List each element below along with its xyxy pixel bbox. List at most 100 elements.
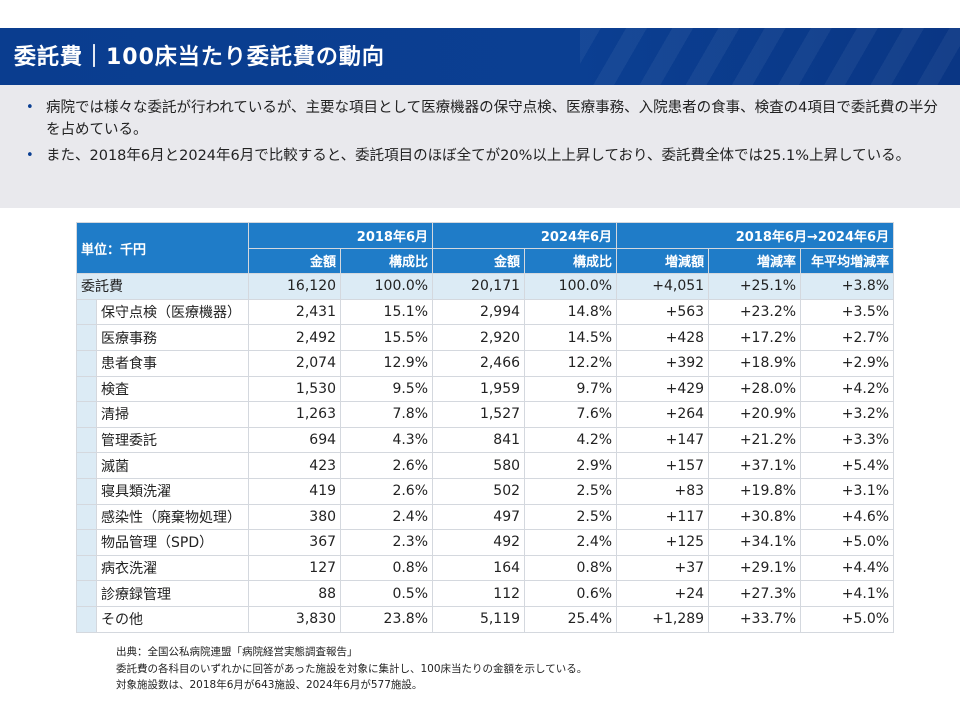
table-cell: +23.2% [708, 298, 802, 326]
table-cell: +3.2% [800, 401, 895, 428]
row-label: 病衣洗濯 [95, 554, 250, 582]
bullet-text: また、2018年6月と2024年6月で比較すると、委託項目のほぼ全てが20%以上… [46, 148, 911, 164]
row-indent [76, 529, 97, 556]
table-cell: +3.8% [800, 273, 895, 300]
row-indent [76, 349, 97, 377]
table-cell: +4,051 [616, 273, 710, 300]
row-label: 管理委託 [95, 426, 250, 454]
table-row: 寝具類洗濯 419 2.6% 502 2.5% +83 +19.8% +3.1% [76, 477, 895, 505]
table-cell: 2,074 [248, 349, 342, 377]
table-cell: +147 [616, 426, 710, 454]
table-cell: 502 [432, 477, 526, 505]
table-cell: 2,466 [432, 349, 526, 377]
bullet-icon: • [26, 100, 34, 115]
table-cell: 25.4% [524, 605, 618, 633]
table-cell: 2.4% [340, 503, 434, 531]
table-cell: 419 [248, 477, 342, 505]
column-header: 年平均増減率 [800, 247, 895, 275]
row-indent [76, 580, 97, 607]
group-header-2024: 2024年6月 [432, 222, 618, 249]
method-note: 委託費の各科目のいずれかに回答があった施設を対象に集計し、100床当たりの金額を… [116, 662, 588, 675]
table-row: 検査 1,530 9.5% 1,959 9.7% +429 +28.0% +4.2% [76, 375, 895, 403]
table-cell: 23.8% [340, 605, 434, 633]
table-row: 診療録管理 88 0.5% 112 0.6% +24 +27.3% +4.1% [76, 580, 895, 607]
table-cell: +2.7% [800, 324, 895, 351]
table-cell: 7.6% [524, 401, 618, 428]
table-cell: +3.3% [800, 426, 895, 454]
table-cell: 14.8% [524, 298, 618, 326]
table-cell: 2.9% [524, 452, 618, 479]
row-label: 検査 [95, 375, 250, 403]
table-cell: 12.9% [340, 349, 434, 377]
row-indent [76, 503, 97, 531]
table-cell: 0.8% [340, 554, 434, 582]
table-cell: 380 [248, 503, 342, 531]
table-cell: +33.7% [708, 605, 802, 633]
table-cell: +28.0% [708, 375, 802, 403]
table-row: 感染性（廃棄物処理） 380 2.4% 497 2.5% +117 +30.8% +4.6% [76, 503, 895, 531]
table-cell: +25.1% [708, 273, 802, 300]
table-cell: 12.2% [524, 349, 618, 377]
row-label: 診療録管理 [95, 580, 250, 607]
page-title: 委託費｜100床当たり委託費の動向 [14, 45, 385, 70]
row-indent [76, 324, 97, 351]
table-cell: 164 [432, 554, 526, 582]
column-header: 金額 [432, 247, 526, 275]
table-cell: 2.5% [524, 477, 618, 505]
table-cell: +4.6% [800, 503, 895, 531]
bullet-text: 病院では様々な委託が行われているが、主要な項目として医療機器の保守点検、医療事務… [46, 100, 938, 138]
table-cell: 0.6% [524, 580, 618, 607]
table-row: 医療事務 2,492 15.5% 2,920 14.5% +428 +17.2% +2.7% [76, 324, 895, 351]
table-cell: 580 [432, 452, 526, 479]
table-cell: 2.4% [524, 529, 618, 556]
table-sub-header-row: 金額 構成比 金額 構成比 増減額 増減率 年平均増減率 [77, 247, 895, 275]
summary-box: • 病院では様々な委託が行われているが、主要な項目として医療機器の保守点検、医療事… [0, 85, 960, 208]
table-cell: +5.4% [800, 452, 895, 479]
commission-cost-table: 単位：千円 2018年6月 2024年6月 2018年6月→2024年6月 金額… [75, 221, 895, 633]
table-row: 管理委託 694 4.3% 841 4.2% +147 +21.2% +3.3% [76, 426, 895, 454]
table-cell: 4.3% [340, 426, 434, 454]
row-label: 滅菌 [95, 452, 250, 479]
table-cell: 9.5% [340, 375, 434, 403]
footnotes: 出典：全国公私病院連盟「病院経営実態調査報告」 委託費の各科目のいずれかに回答が… [116, 644, 587, 694]
table-cell: +5.0% [800, 605, 895, 633]
table-cell: 841 [432, 426, 526, 454]
row-label: 委託費 [75, 273, 250, 300]
table-cell: 1,527 [432, 401, 526, 428]
table-cell: +563 [616, 298, 710, 326]
row-indent [76, 298, 97, 326]
table-cell: +4.2% [800, 375, 895, 403]
table-cell: 112 [432, 580, 526, 607]
table-cell: 2.3% [340, 529, 434, 556]
row-label: 寝具類洗濯 [95, 477, 250, 505]
table-cell: +5.0% [800, 529, 895, 556]
table-cell: +429 [616, 375, 710, 403]
table-row: 病衣洗濯 127 0.8% 164 0.8% +37 +29.1% +4.4% [76, 554, 895, 582]
table-cell: +117 [616, 503, 710, 531]
table-row: 患者食事 2,074 12.9% 2,466 12.2% +392 +18.9% +2.9% [76, 349, 895, 377]
bullet-item: • 病院では様々な委託が行われているが、主要な項目として医療機器の保守点検、医療事… [26, 97, 940, 141]
table-cell: +34.1% [708, 529, 802, 556]
unit-label: 単位：千円 [75, 221, 250, 275]
table-cell: 423 [248, 452, 342, 479]
table-cell: +17.2% [708, 324, 802, 351]
table-cell: +18.9% [708, 349, 802, 377]
table-cell: 2,920 [432, 324, 526, 351]
column-header: 構成比 [524, 247, 618, 275]
table-cell: 694 [248, 426, 342, 454]
table-cell: +428 [616, 324, 710, 351]
bullet-item: • また、2018年6月と2024年6月で比較すると、委託項目のほぼ全てが20%以… [26, 145, 940, 167]
table-cell: +264 [616, 401, 710, 428]
source-note: 出典：全国公私病院連盟「病院経営実態調査報告」 [116, 646, 358, 658]
row-indent [76, 554, 97, 582]
table-cell: 7.8% [340, 401, 434, 428]
table-cell: +29.1% [708, 554, 802, 582]
row-label: 感染性（廃棄物処理） [95, 503, 250, 531]
group-header-2018: 2018年6月 [248, 222, 434, 249]
table-cell: 1,959 [432, 375, 526, 403]
row-label: 清掃 [95, 401, 250, 428]
table-body: 委託費 16,120 100.0% 20,171 100.0% +4,051 +… [75, 273, 895, 633]
table-cell: +392 [616, 349, 710, 377]
table-cell: 16,120 [248, 273, 342, 300]
table-cell: 2,431 [248, 298, 342, 326]
